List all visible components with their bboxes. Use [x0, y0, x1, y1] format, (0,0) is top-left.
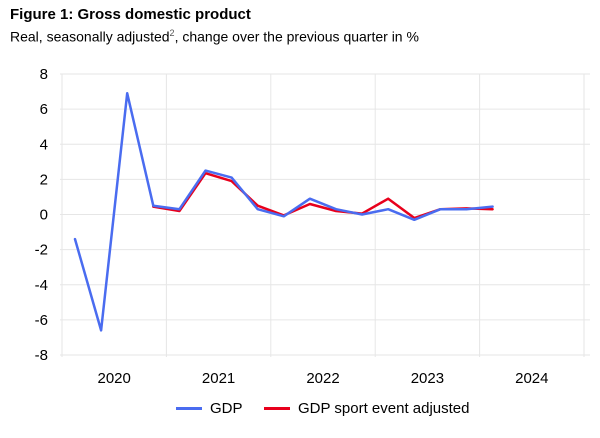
gridlines [60, 73, 590, 357]
subtitle-main: Real, seasonally adjusted [10, 28, 170, 45]
series-line-gdp [73, 92, 494, 332]
footnote-marker: 2 [169, 28, 175, 38]
y-tick-label: -4 [35, 277, 48, 294]
legend-item-gdp: GDP [176, 400, 243, 417]
y-tick-label: 6 [40, 101, 48, 118]
x-axis-year-labels: 2020 2021 2022 2023 2024 [98, 370, 549, 387]
y-tick-label: 2 [40, 171, 48, 188]
x-year-label: 2021 [202, 370, 235, 387]
y-tick-label: 0 [40, 207, 48, 224]
y-tick-label: -2 [35, 242, 48, 259]
legend-swatch-gdp [176, 407, 202, 410]
x-year-label: 2022 [306, 370, 339, 387]
y-tick-label: -6 [35, 312, 48, 329]
x-year-label: 2024 [515, 370, 548, 387]
x-year-label: 2020 [98, 370, 131, 387]
y-tick-label: 4 [40, 136, 48, 153]
gdp-line-chart: 8 6 4 2 0 -2 -4 -6 -8 2020 2021 2022 2023 2024 [35, 66, 590, 387]
x-year-label: 2023 [411, 370, 444, 387]
series-lines [73, 92, 494, 332]
subtitle-rest: , change over the previous quarter in % [174, 28, 419, 45]
legend-swatch-gdp-sport-event-adjusted [264, 407, 290, 410]
figure-subtitle: Real, seasonally adjusted2, change over … [10, 28, 419, 45]
series-line-gdp-sport-event-adjusted [152, 171, 494, 220]
y-tick-label: 8 [40, 66, 48, 83]
chart-legend: GDP GDP sport event adjusted [0, 400, 600, 424]
y-tick-label: -8 [35, 347, 48, 364]
legend-label-gdp-sport-event-adjusted: GDP sport event adjusted [298, 400, 470, 417]
legend-item-gdp-sport-event-adjusted: GDP sport event adjusted [264, 400, 470, 417]
legend-label-gdp: GDP [210, 400, 243, 417]
y-axis-tick-labels: 8 6 4 2 0 -2 -4 -6 -8 [35, 66, 48, 364]
figure-title: Figure 1: Gross domestic product [10, 6, 251, 23]
